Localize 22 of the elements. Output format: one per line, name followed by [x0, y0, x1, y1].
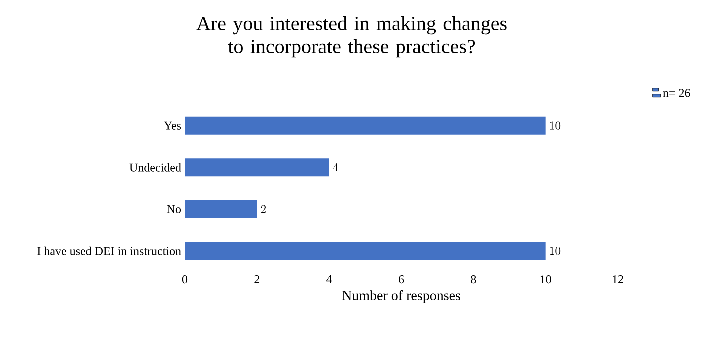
x-tick-label: 10: [540, 276, 552, 284]
legend-label: n= 26: [663, 89, 690, 98]
bar: [185, 158, 330, 177]
x-tick-label: 2: [254, 276, 260, 284]
y-tick-label: Undecided: [130, 163, 182, 172]
y-tick-label: No: [167, 205, 182, 214]
data-label: 10: [550, 247, 561, 256]
x-tick-label: 4: [326, 276, 332, 284]
data-label: 10: [550, 122, 561, 130]
y-tick-label: Yes: [164, 122, 182, 130]
y-tick-label: I have used DEI in instruction: [38, 246, 182, 256]
data-label: 2: [261, 205, 266, 214]
x-tick-label: 6: [399, 276, 404, 284]
data-label: 4: [333, 163, 338, 172]
x-axis-title: Number of responses: [342, 290, 460, 304]
x-tick-label: 0: [182, 276, 188, 284]
bar: [185, 200, 258, 218]
chart-title: Are you interested in making changes to incorporate these practices?: [196, 16, 507, 58]
bar: [185, 242, 546, 260]
x-tick-label: 8: [471, 276, 476, 284]
x-tick-label: 12: [613, 276, 624, 284]
bar: [185, 116, 546, 135]
